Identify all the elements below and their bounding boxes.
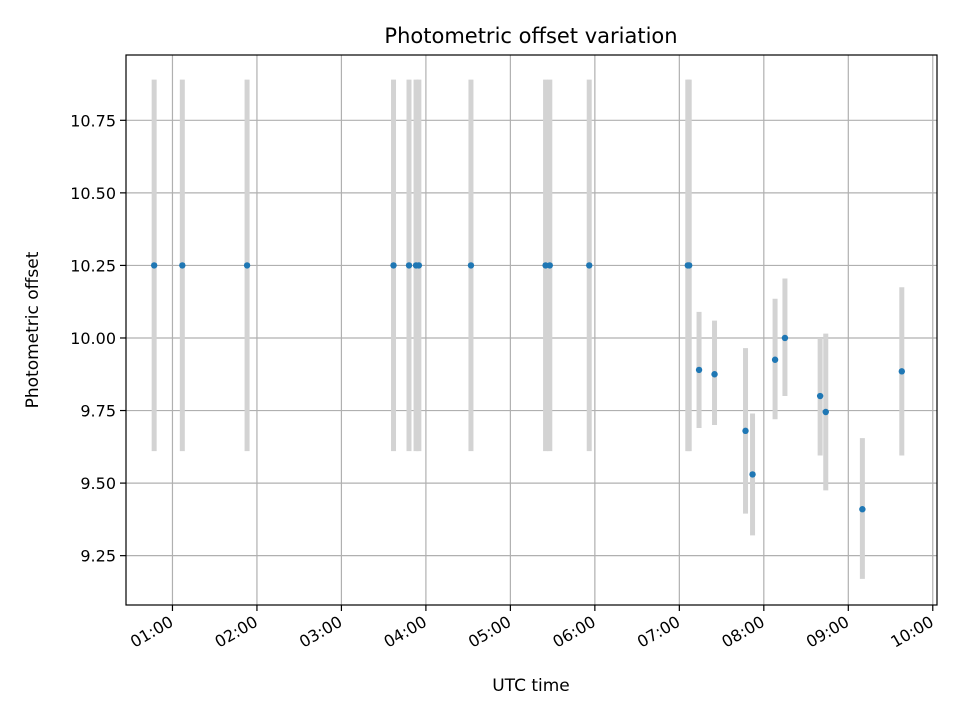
x-tick-label: 01:00: [127, 612, 176, 652]
data-point: [150, 262, 158, 269]
x-tick-label: 03:00: [296, 612, 345, 652]
x-tick-label: 10:00: [887, 612, 936, 652]
data-point: [685, 262, 693, 269]
data-point: [415, 262, 423, 269]
y-axis-label: Photometric offset: [23, 251, 43, 408]
data-point: [546, 262, 554, 269]
y-tick-label: 9.50: [80, 474, 116, 493]
data-point: [898, 368, 906, 375]
y-tick-label: 10.25: [70, 256, 116, 275]
x-tick-label: 04:00: [380, 612, 429, 652]
y-tick-label: 9.75: [80, 402, 116, 421]
grid: [126, 55, 937, 605]
x-tick-label: 02:00: [212, 612, 261, 652]
x-tick-label: 08:00: [718, 612, 767, 652]
data-points: [150, 262, 906, 513]
data-point: [781, 334, 789, 342]
data-point: [771, 356, 779, 363]
data-point: [711, 371, 718, 378]
data-point: [749, 471, 756, 478]
y-tick-label: 10.75: [70, 111, 116, 130]
y-axis-ticks: 9.25 9.50 9.75 10.00 10.25 10.50 10.75: [70, 111, 126, 566]
data-point: [467, 262, 475, 269]
data-point: [742, 427, 749, 435]
y-tick-label: 10.00: [70, 329, 116, 348]
data-point: [179, 262, 186, 269]
data-point: [405, 262, 413, 269]
x-tick-label: 05:00: [465, 612, 514, 652]
y-tick-label: 10.50: [70, 184, 116, 203]
error-bars: [151, 79, 905, 579]
chart-title: Photometric offset variation: [384, 24, 677, 48]
data-point: [816, 392, 824, 400]
x-tick-label: 09:00: [803, 612, 852, 652]
data-point: [243, 262, 251, 269]
plot-frame: [125, 54, 938, 606]
x-axis-label: UTC time: [492, 676, 570, 696]
data-point: [695, 366, 703, 374]
data-point: [859, 506, 866, 513]
data-point: [390, 262, 397, 269]
y-tick-label: 9.25: [80, 547, 116, 566]
x-axis-ticks: 01:00 02:00 03:00 04:00 05:00 06:00 07:00 08:00…: [127, 605, 937, 652]
x-tick-label: 06:00: [549, 612, 598, 652]
data-point: [822, 408, 829, 416]
x-tick-label: 07:00: [634, 612, 683, 652]
data-point: [586, 262, 593, 269]
